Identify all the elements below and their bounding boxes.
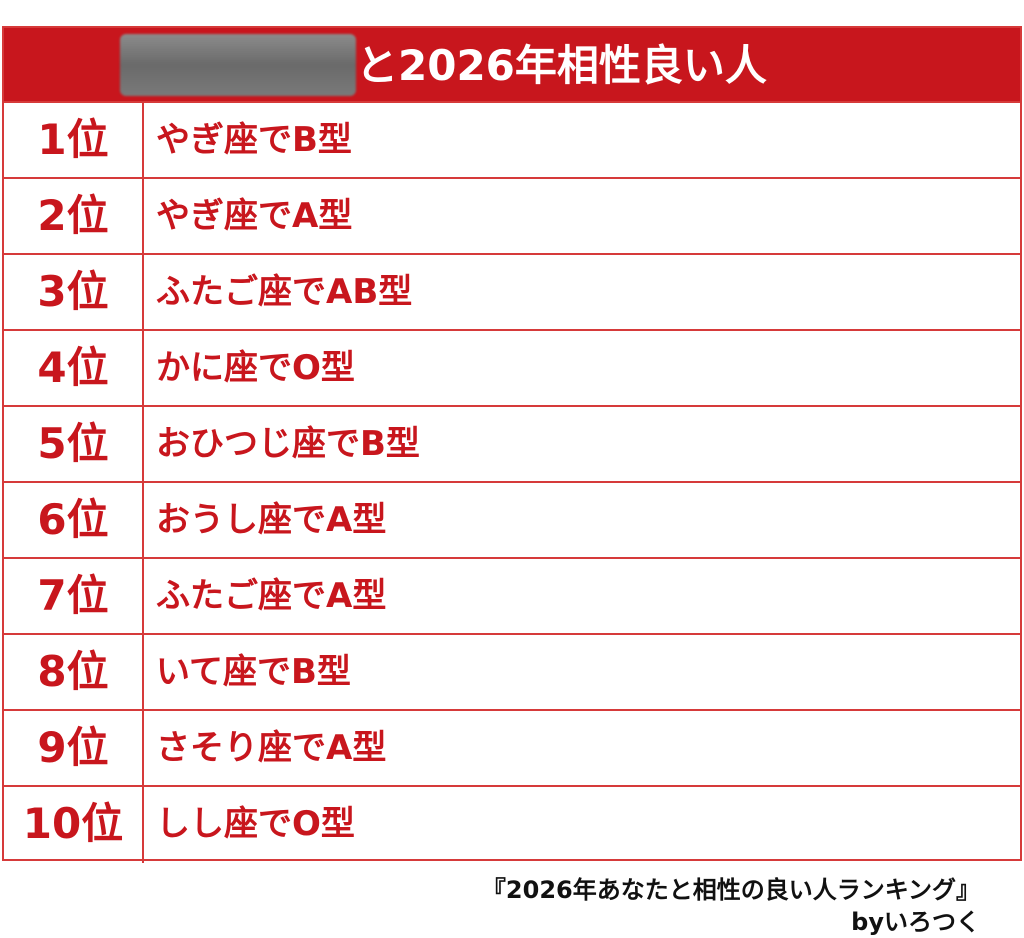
entry-cell: ふたご座でA型 <box>156 576 387 616</box>
entry-cell: かに座でO型 <box>156 348 355 388</box>
entry-cell: いて座でB型 <box>156 652 351 692</box>
rank-cell: 1位 <box>4 103 144 177</box>
entry-cell: ふたご座でAB型 <box>156 272 413 312</box>
rank-cell: 4位 <box>4 331 144 405</box>
table-row: 7位 ふたご座でA型 <box>4 559 1020 635</box>
source-caption: 『2026年あなたと相性の良い人ランキング』 byいろつく <box>482 874 980 938</box>
source-title: 『2026年あなたと相性の良い人ランキング』 <box>481 876 980 904</box>
header-title: と2026年相性良い人 <box>356 41 767 90</box>
rank-cell: 2位 <box>4 179 144 253</box>
entry-cell: さそり座でA型 <box>156 728 387 768</box>
entry-cell: おひつじ座でB型 <box>156 424 420 464</box>
entry-cell: おうし座でA型 <box>156 500 387 540</box>
rank-cell: 5位 <box>4 407 144 481</box>
ranking-table: と2026年相性良い人 1位 やぎ座でB型 2位 やぎ座でA型 3位 ふたご座で… <box>2 26 1022 863</box>
entry-cell: やぎ座でB型 <box>156 120 352 160</box>
entry-cell: しし座でO型 <box>156 804 355 844</box>
table-row: 8位 いて座でB型 <box>4 635 1020 711</box>
redacted-name-block <box>120 34 356 96</box>
table-row: 2位 やぎ座でA型 <box>4 179 1020 255</box>
rank-cell: 9位 <box>4 711 144 785</box>
table-row: 3位 ふたご座でAB型 <box>4 255 1020 331</box>
rank-cell: 6位 <box>4 483 144 557</box>
table-row: 4位 かに座でO型 <box>4 331 1020 407</box>
source-credit: byいろつく <box>851 908 980 936</box>
table-row: 6位 おうし座でA型 <box>4 483 1020 559</box>
table-row: 1位 やぎ座でB型 <box>4 103 1020 179</box>
rank-cell: 10位 <box>4 787 144 863</box>
rank-cell: 8位 <box>4 635 144 709</box>
table-row: 5位 おひつじ座でB型 <box>4 407 1020 483</box>
entry-cell: やぎ座でA型 <box>156 196 353 236</box>
rank-cell: 3位 <box>4 255 144 329</box>
table-header: と2026年相性良い人 <box>4 28 1020 103</box>
table-row: 10位 しし座でO型 <box>4 787 1020 863</box>
table-row: 9位 さそり座でA型 <box>4 711 1020 787</box>
ranking-rows: 1位 やぎ座でB型 2位 やぎ座でA型 3位 ふたご座でAB型 4位 かに座でO… <box>4 103 1020 863</box>
rank-cell: 7位 <box>4 559 144 633</box>
